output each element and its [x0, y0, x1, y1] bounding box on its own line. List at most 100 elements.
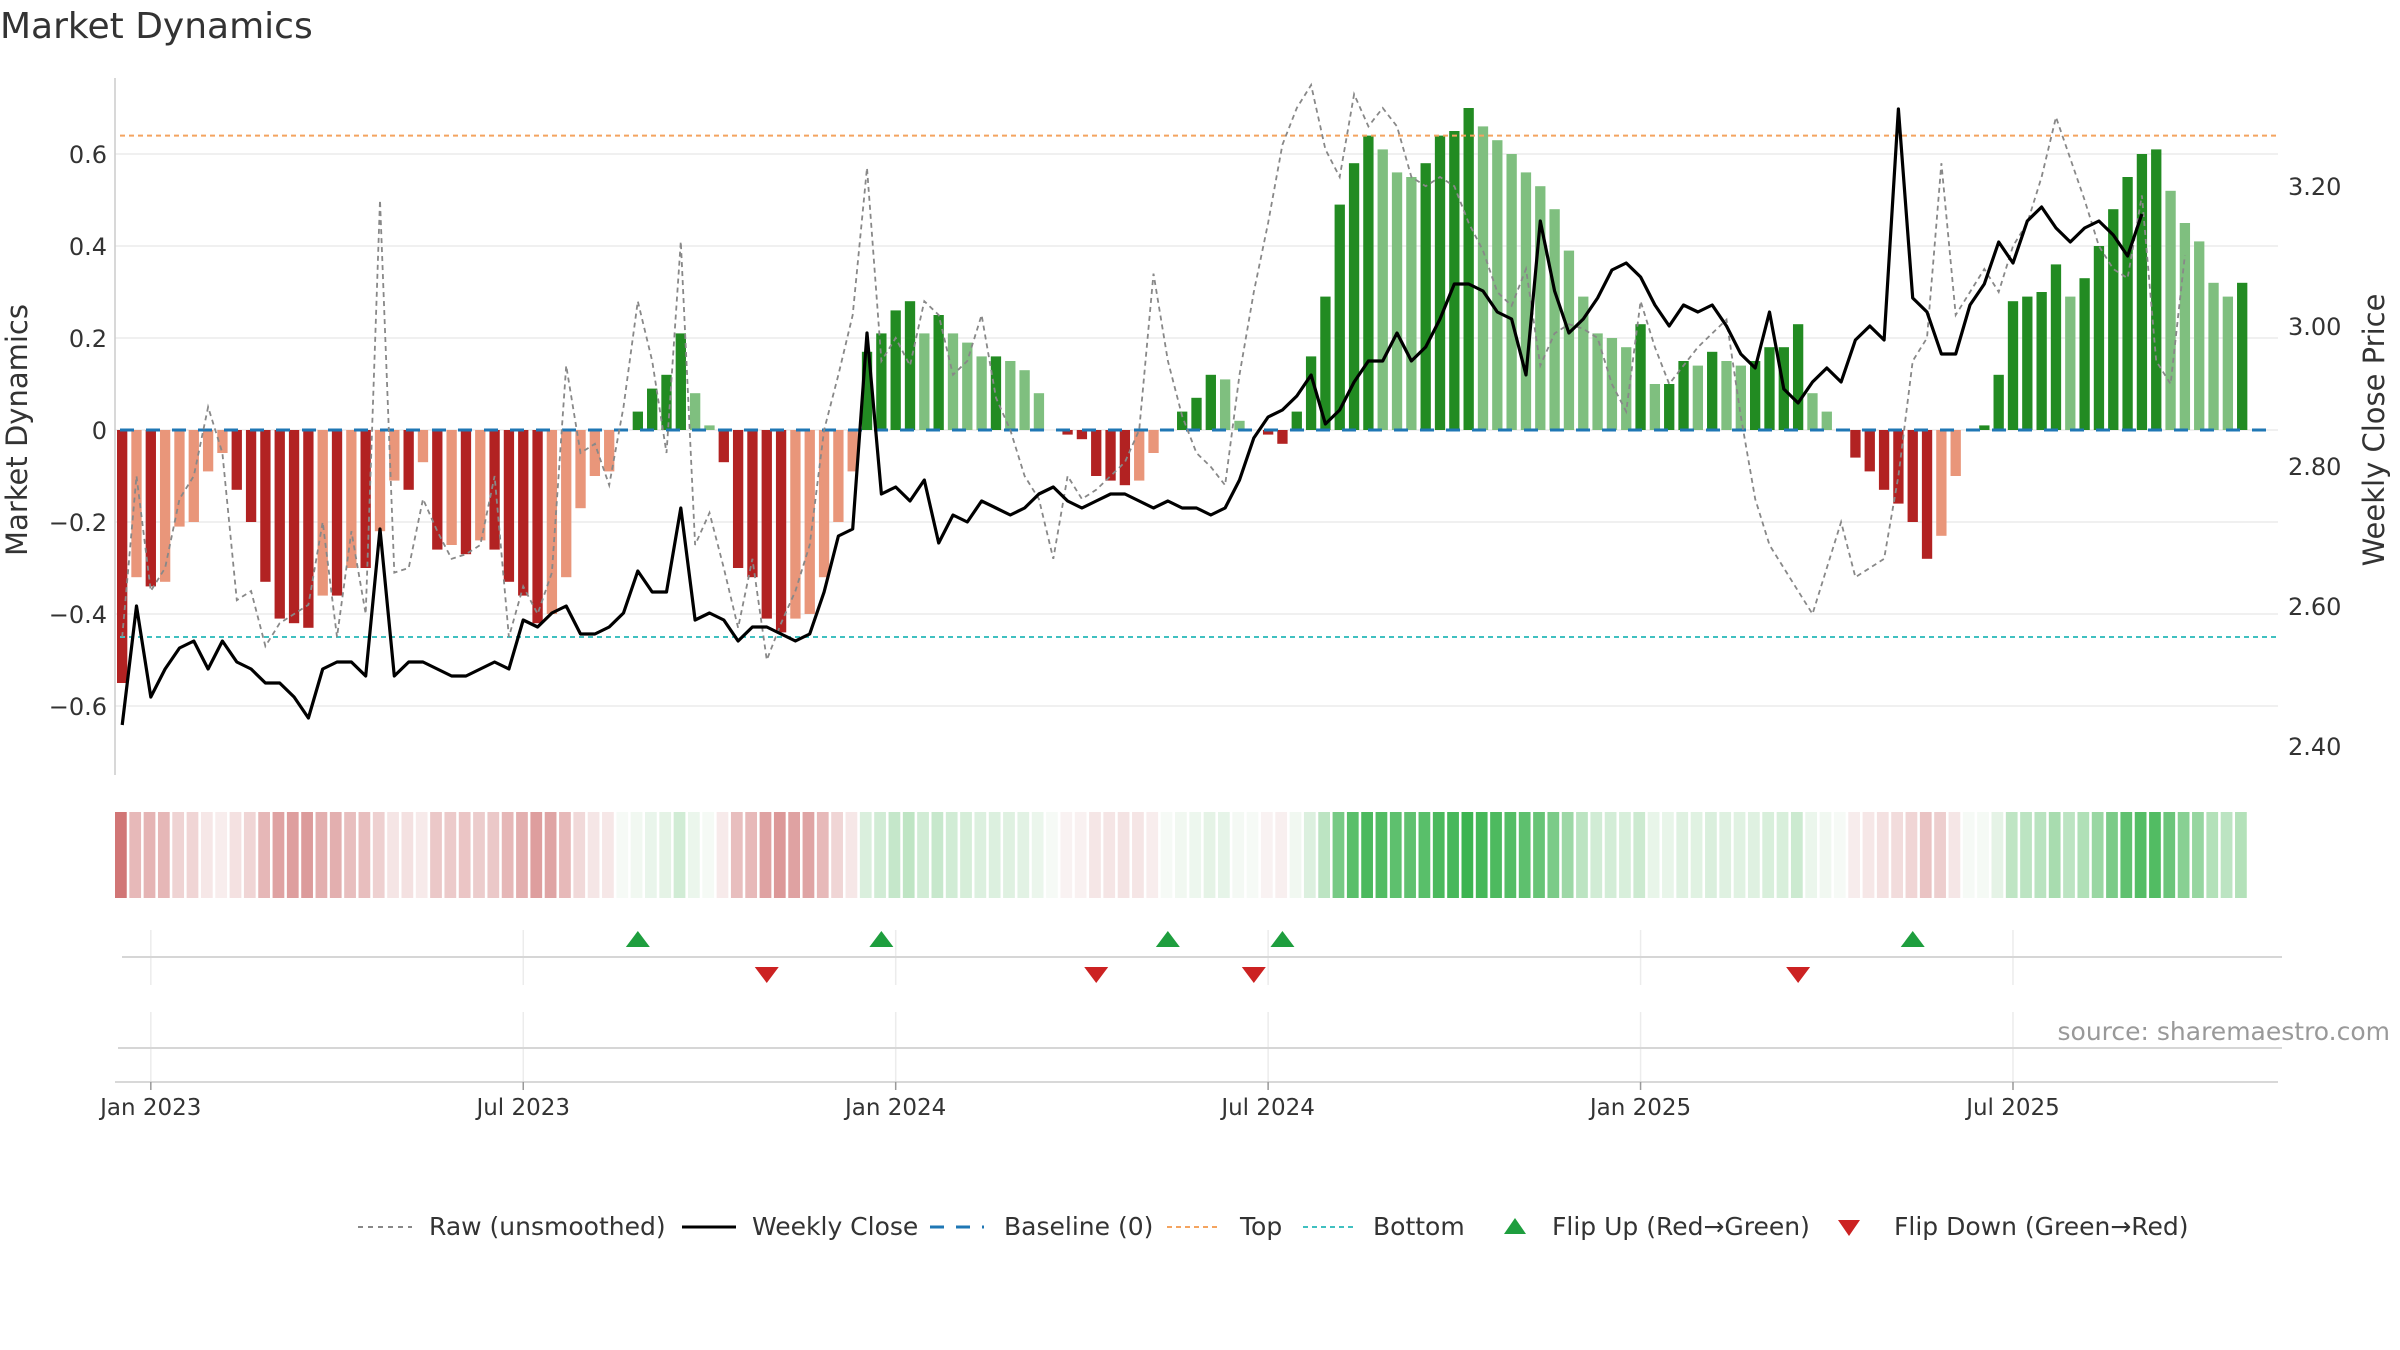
heat-strip-cell: [673, 812, 686, 898]
heat-strip-cell: [1303, 812, 1316, 898]
left-tick-label: 0.6: [69, 141, 107, 169]
dynamics-bar: [1707, 351, 1718, 430]
heat-strip-cell: [387, 812, 399, 898]
dynamics-bar: [1406, 177, 1417, 430]
empty-lower-panel: [118, 1012, 2282, 1085]
dynamics-bar: [2179, 223, 2191, 430]
right-tick-label: 2.40: [2288, 733, 2341, 761]
heat-strip-cell: [1203, 812, 1216, 898]
heat-strip-cell: [2220, 812, 2233, 898]
dynamics-bar: [2151, 149, 2162, 430]
left-tick-label: 0.2: [69, 325, 107, 353]
heat-strip-cell: [1876, 812, 1889, 898]
dynamics-bar: [331, 430, 343, 596]
dynamics-bar: [1348, 163, 1360, 430]
dynamics-bar: [818, 430, 830, 578]
heat-strip-cell: [487, 812, 500, 898]
heat-strip-cell: [473, 812, 485, 898]
right-tick-label: 3.00: [2288, 313, 2341, 341]
dynamics-bar: [460, 430, 472, 555]
weekly-close-line: [120, 107, 2144, 726]
heat-strip-cell: [2106, 812, 2118, 898]
heat-strip-cell: [544, 812, 557, 898]
dynamics-bar: [432, 430, 443, 550]
dynamics-bar: [1864, 430, 1875, 472]
heat-strip-cell: [430, 812, 442, 898]
heat-strip-cell: [458, 812, 471, 898]
heat-strip-cell: [1891, 812, 1903, 898]
dynamics-bar: [1592, 333, 1603, 430]
flip-up-marker: [1900, 931, 1925, 947]
heat-strip-cell: [2206, 812, 2219, 898]
dynamics-bar: [1148, 430, 1159, 453]
heat-strip-cell: [1475, 812, 1488, 898]
dynamics-bar: [346, 430, 357, 568]
heat-strip-cell: [1948, 812, 1961, 898]
axes: 0.6 0.4 0.2 0 −0.2 −0.4 −0.6 3.20 3.00 2.80 2.60 2.…: [49, 78, 2341, 775]
dynamics-bar: [159, 430, 171, 582]
y-axis-label-right: Weekly Close Price: [2357, 294, 2391, 567]
heat-strip-cell: [2020, 812, 2032, 898]
dynamics-bar: [503, 430, 515, 582]
heat-strip-cell: [344, 812, 356, 898]
heat-strip-cell: [1905, 812, 1918, 898]
dynamics-bar: [876, 333, 887, 430]
heat-strip-cell: [2163, 812, 2176, 898]
dynamics-bar: [1262, 430, 1274, 435]
heat-strip-cell: [1619, 812, 1631, 898]
heat-strip-cell: [874, 812, 886, 898]
heat-strip-cell: [602, 812, 614, 898]
heat-strip-cell: [1074, 812, 1087, 898]
heat-strip-cell: [1547, 812, 1560, 898]
heat-strip-cell: [1404, 812, 1416, 898]
heat-strip-cell: [444, 812, 457, 898]
heat-strip-cell: [1590, 812, 1603, 898]
legend-flip-down-icon: [1838, 1220, 1860, 1236]
dynamics-bar: [546, 430, 558, 614]
dynamics-bar: [1334, 204, 1345, 430]
heat-strip-cell: [1919, 812, 1932, 898]
flip-up-marker: [1155, 931, 1180, 947]
heat-strip-cell: [372, 812, 385, 898]
heat-strip-cell: [1060, 812, 1073, 898]
heat-strip-cell: [1991, 812, 2004, 898]
heat-strip-cell: [501, 812, 514, 898]
heat-strip-cell: [186, 812, 199, 898]
dynamics-bar: [575, 430, 586, 509]
dynamics-bar: [747, 430, 758, 578]
legend-top-label: Top: [1239, 1212, 1282, 1241]
dynamics-bar: [1749, 361, 1761, 430]
heat-strip-cell: [215, 812, 228, 898]
dynamics-bar: [1076, 430, 1088, 440]
dynamics-bar: [260, 430, 271, 582]
heat-strip-cell: [157, 812, 170, 898]
dynamics-bar: [1850, 430, 1861, 458]
dynamics-bar: [446, 430, 457, 545]
regime-heat-strip: [115, 812, 2247, 898]
x-tick-label: Jan 2024: [843, 1095, 946, 1121]
flip-down-marker: [754, 967, 779, 983]
x-tick-label: Jan 2023: [98, 1095, 201, 1121]
heat-strip-cell: [1776, 812, 1789, 898]
dynamics-bar: [1305, 356, 1317, 430]
dynamics-bar: [1907, 430, 1918, 522]
heat-strip-cell: [1461, 812, 1474, 898]
heat-strip-cell: [115, 812, 127, 898]
heat-strip-cell: [702, 812, 715, 898]
dynamics-bar: [274, 430, 285, 619]
dynamics-bar: [2065, 296, 2076, 430]
dynamics-bar: [604, 430, 615, 472]
heat-strip-cell: [2235, 812, 2247, 898]
dynamics-bar: [1105, 430, 1116, 481]
dynamics-bar: [790, 430, 801, 619]
heat-strip-cell: [1762, 812, 1775, 898]
dynamics-bar: [1578, 296, 1589, 430]
dynamics-bar: [389, 430, 400, 481]
heat-strip-cell: [630, 812, 643, 898]
heat-strip-cell: [1361, 812, 1373, 898]
heat-strip-cell: [1977, 812, 1989, 898]
heat-strip-cell: [1132, 812, 1144, 898]
heat-strip-cell: [745, 812, 758, 898]
heat-strip-cell: [974, 812, 987, 898]
heat-strip-cell: [1805, 812, 1818, 898]
